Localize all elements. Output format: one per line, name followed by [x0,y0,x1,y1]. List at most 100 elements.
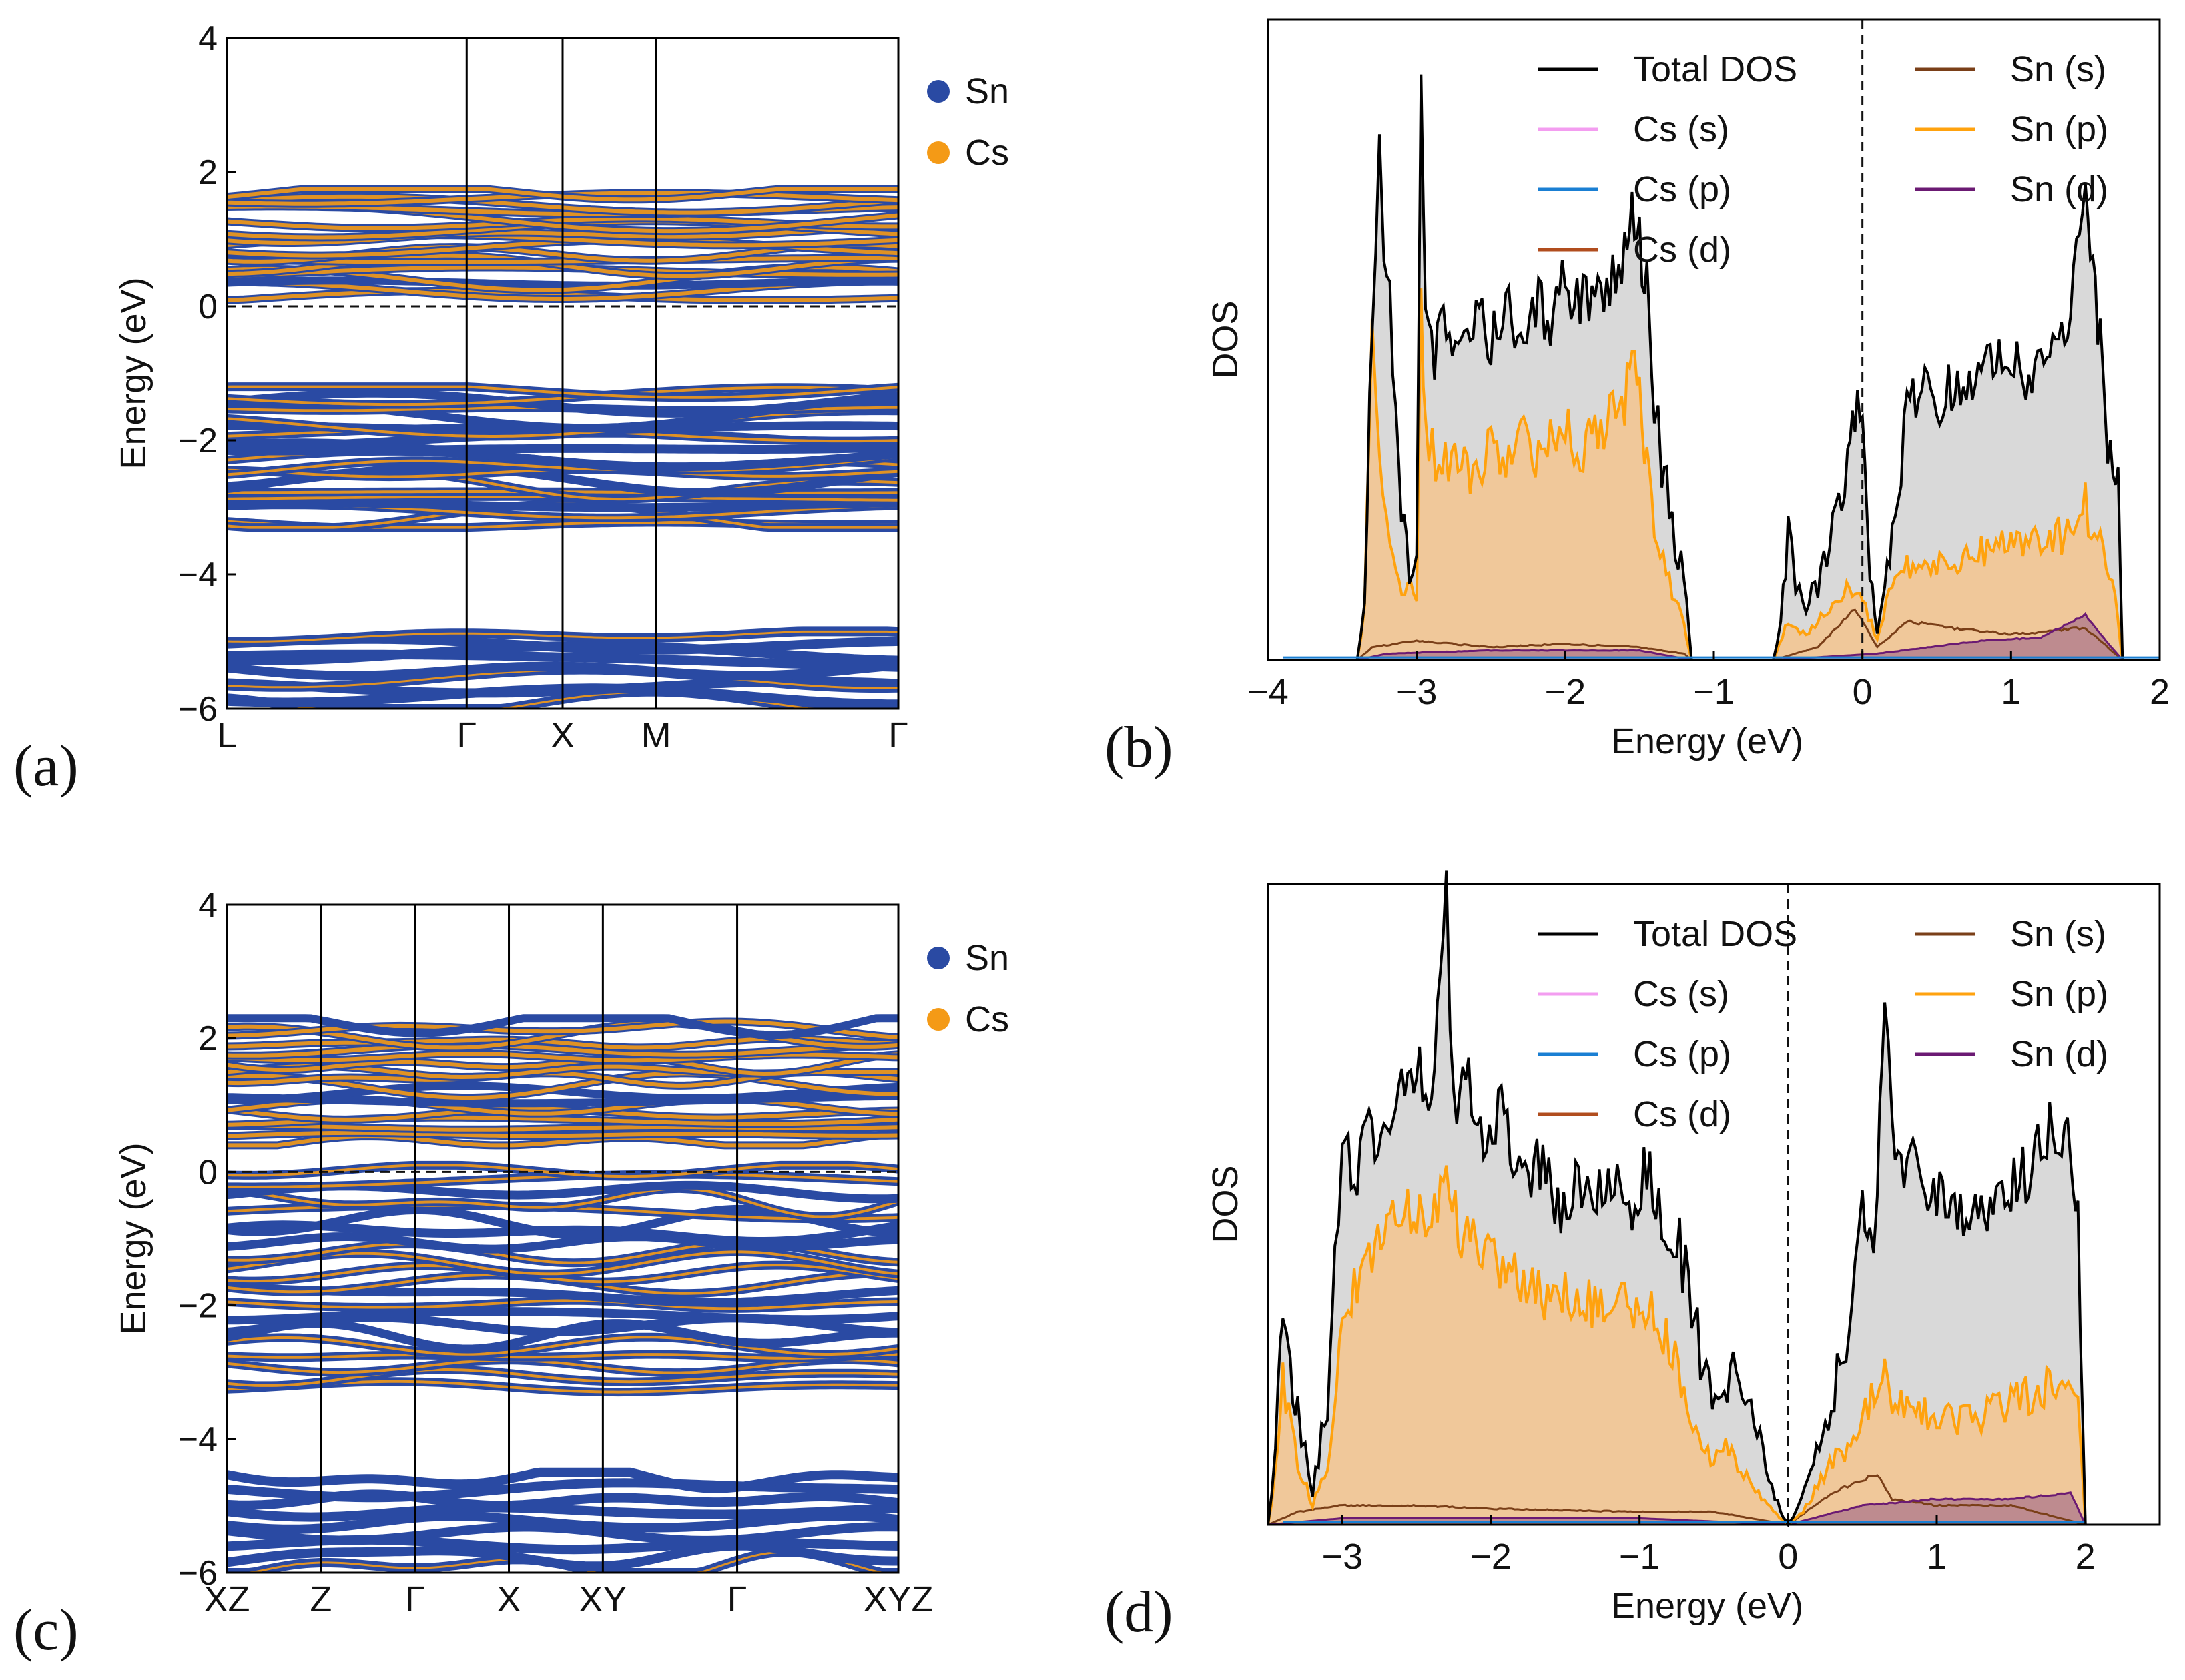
deep-sn-band [227,1503,898,1522]
legend-marker-sn [927,947,950,969]
panel-label: (b) [1105,715,1173,780]
sn-d-fill [1268,1492,2086,1525]
y-tick-label: −6 [178,1554,218,1593]
valence-sn-band [227,1307,898,1325]
y-tick-label: 0 [198,1153,218,1192]
conduction-cs-band [227,1130,898,1138]
legend-label-total: Total DOS [1633,914,1797,954]
legend-label-cs-d: Cs (d) [1633,1094,1731,1134]
valence-cs-band [227,1352,898,1360]
x-tick-label: 1 [2001,672,2021,712]
conduction-cs-band [227,1071,898,1100]
kpoint-label: X [551,715,575,755]
kpoint-label: Γ [888,715,908,755]
y-tick-label: −2 [178,1287,218,1326]
y-axis-label: DOS [1205,300,1245,378]
valence-sn-band [227,1232,898,1254]
kpoint-label: Γ [456,715,477,755]
legend-label-sn-s: Sn (s) [2010,49,2106,89]
band-panel-a [226,37,950,710]
legend-label-sn-s: Sn (s) [2010,914,2106,954]
panel-label: (c) [13,1598,79,1663]
valence-cs-band [227,1264,898,1284]
kpoint-label: Γ [405,1579,425,1619]
y-axis-label: Energy (eV) [113,1142,153,1334]
x-tick-label: −3 [1396,672,1438,712]
legend-label-cs: Cs [965,999,1009,1039]
plot-frame [226,903,900,1574]
deep-sn-band [227,1478,898,1503]
band-lines [227,1014,898,1573]
dos-panel-b [1267,18,2161,661]
kpoint-label: Z [310,1579,332,1619]
conduction-cs-band [227,1019,898,1039]
deep-sn-band [227,1511,898,1534]
x-tick-label: 2 [2150,672,2170,712]
x-tick-label: −2 [1470,1537,1512,1577]
kpoint-label: Γ [727,1579,747,1619]
sn-d-fill [1357,614,2123,660]
sn-p-fill [1268,1165,2086,1525]
x-axis-label: Energy (eV) [1611,721,1803,761]
legend-label-sn-d: Sn (d) [2010,1034,2108,1074]
legend-label-sn-p: Sn (p) [2010,109,2108,149]
legend-marker-cs [927,141,950,164]
valence-cs-band [227,1187,898,1218]
panel-label: (d) [1105,1580,1173,1645]
valence-cs-band [227,1164,898,1178]
valence-cs-band [227,1299,898,1310]
legend-label-cs-d: Cs (d) [1633,230,1731,270]
legend-label-cs-p: Cs (p) [1633,1034,1731,1074]
y-axis-label: Energy (eV) [113,277,153,469]
x-tick-label: 0 [1853,672,1873,712]
legend-label-cs-p: Cs (p) [1633,169,1731,209]
legend-label-total: Total DOS [1633,49,1797,89]
x-tick-label: −4 [1247,672,1289,712]
kpoint-label: XZ [204,1579,250,1619]
y-tick-label: 2 [198,153,218,192]
y-tick-label: 4 [198,886,218,925]
panel-label: (a) [13,734,79,799]
legend-label-sn: Sn [965,71,1009,111]
legend-marker-sn [927,80,950,103]
x-tick-label: 1 [1927,1537,1947,1577]
sn-d-line [1267,1491,2087,1526]
y-tick-label: −6 [178,690,218,729]
sn-p-line [1267,1165,2087,1527]
total-dos-line [1267,870,2087,1527]
y-axis-label: DOS [1205,1165,1245,1243]
x-tick-label: 0 [1778,1537,1798,1577]
y-tick-label: 2 [198,1019,218,1058]
legend-label-cs-s: Cs (s) [1633,109,1729,149]
legend-label-sn-p: Sn (p) [2010,974,2108,1014]
y-tick-label: −2 [178,422,218,460]
conduction-cs-band [227,1124,898,1132]
y-tick-label: 0 [198,288,218,326]
x-tick-label: −3 [1322,1537,1363,1577]
legend-marker-cs [927,1008,950,1031]
y-tick-label: 4 [198,19,218,58]
y-tick-label: −4 [178,1420,218,1459]
legend-label-cs-s: Cs (s) [1633,974,1729,1014]
conduction-cs-band [227,1052,898,1063]
x-tick-label: −2 [1545,672,1586,712]
conduction-cs-band [227,1132,898,1148]
kpoint-label: M [641,715,671,755]
deep-sn-band [227,1541,898,1571]
valence-cs-band [227,1368,898,1387]
plot-frame [1267,883,2161,1526]
deep-sn-band [227,1467,898,1493]
band-panel-c [226,903,950,1574]
kpoint-label: XYZ [863,1579,933,1619]
kpoint-label: X [497,1579,521,1619]
x-axis-label: Energy (eV) [1611,1586,1803,1626]
sn-p-fill [1357,288,2123,661]
valence-cs-band [227,1358,898,1374]
legend-label-sn-d: Sn (d) [2010,169,2108,209]
sn-s-line [1267,1474,2086,1526]
dos-panel-d [1267,870,2161,1527]
x-tick-label: −1 [1693,672,1735,712]
legend-label-cs: Cs [965,133,1009,173]
legend-label-sn: Sn [965,938,1009,978]
